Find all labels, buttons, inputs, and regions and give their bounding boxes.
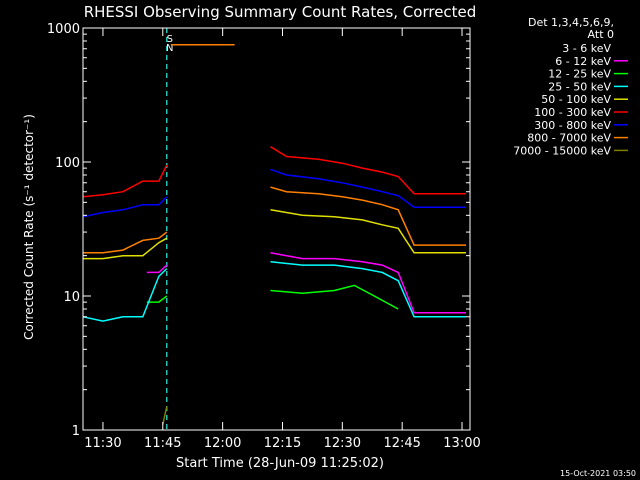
x-tick-label: 12:45 xyxy=(383,436,420,451)
chart-marks: SN xyxy=(82,28,466,430)
legend-label: 7000 - 15000 keV xyxy=(513,144,611,157)
legend-label: 100 - 300 keV xyxy=(534,106,611,119)
legend-header: Det 1,3,4,5,6,9, xyxy=(528,16,614,29)
y-axis-label: Corrected Count Rate (s⁻¹ detector⁻¹) xyxy=(22,114,36,340)
series-line xyxy=(270,186,466,246)
y-tick-label: 1 xyxy=(72,424,80,439)
series-line xyxy=(162,406,168,425)
legend-label: 3 - 6 keV xyxy=(562,42,611,55)
legend-header: Att 0 xyxy=(588,28,614,41)
series-line xyxy=(146,264,168,274)
x-tick-label: 12:30 xyxy=(324,436,361,451)
y-tick-label: 10 xyxy=(63,290,80,305)
legend-label: 800 - 7000 keV xyxy=(527,132,611,145)
axes: 11:30 11:45 12:00 12:15 12:30 12:45 13:00 1 10 10… xyxy=(47,22,481,451)
x-tick-label: 11:45 xyxy=(144,436,181,451)
x-axis-label: Start Time (28-Jun-09 11:25:02) xyxy=(176,456,384,471)
series-line xyxy=(146,285,168,300)
marker-label: S xyxy=(167,34,173,45)
timestamp: 15-Oct-2021 03:50 xyxy=(560,469,636,478)
series-line xyxy=(270,168,466,208)
series-line xyxy=(82,268,168,322)
series-line xyxy=(270,284,399,310)
marker-label: N xyxy=(166,43,173,54)
series-line xyxy=(146,295,168,303)
legend-label: 25 - 50 keV xyxy=(548,80,611,93)
x-tick-label: 12:00 xyxy=(204,436,241,451)
plot-frame xyxy=(82,27,471,431)
y-tick-label: 100 xyxy=(55,156,80,171)
series-line xyxy=(270,146,466,195)
series-line xyxy=(82,164,168,198)
series-line xyxy=(270,252,466,314)
series-line xyxy=(270,257,399,297)
y-tick-label: 1000 xyxy=(47,22,80,37)
x-tick-label: 11:30 xyxy=(84,436,121,451)
series-line xyxy=(270,261,466,318)
series-line xyxy=(83,231,168,254)
legend-label: 12 - 25 keV xyxy=(548,68,611,81)
series-line xyxy=(270,209,466,254)
series-line xyxy=(82,196,168,218)
chart-title: RHESSI Observing Summary Count Rates, Co… xyxy=(84,3,477,21)
legend-label: 6 - 12 keV xyxy=(555,55,611,68)
series-line xyxy=(83,237,168,260)
legend-label: 300 - 800 keV xyxy=(534,119,611,132)
legend-label: 50 - 100 keV xyxy=(541,93,611,106)
x-tick-label: 12:15 xyxy=(264,436,301,451)
x-tick-label: 13:00 xyxy=(443,436,480,451)
